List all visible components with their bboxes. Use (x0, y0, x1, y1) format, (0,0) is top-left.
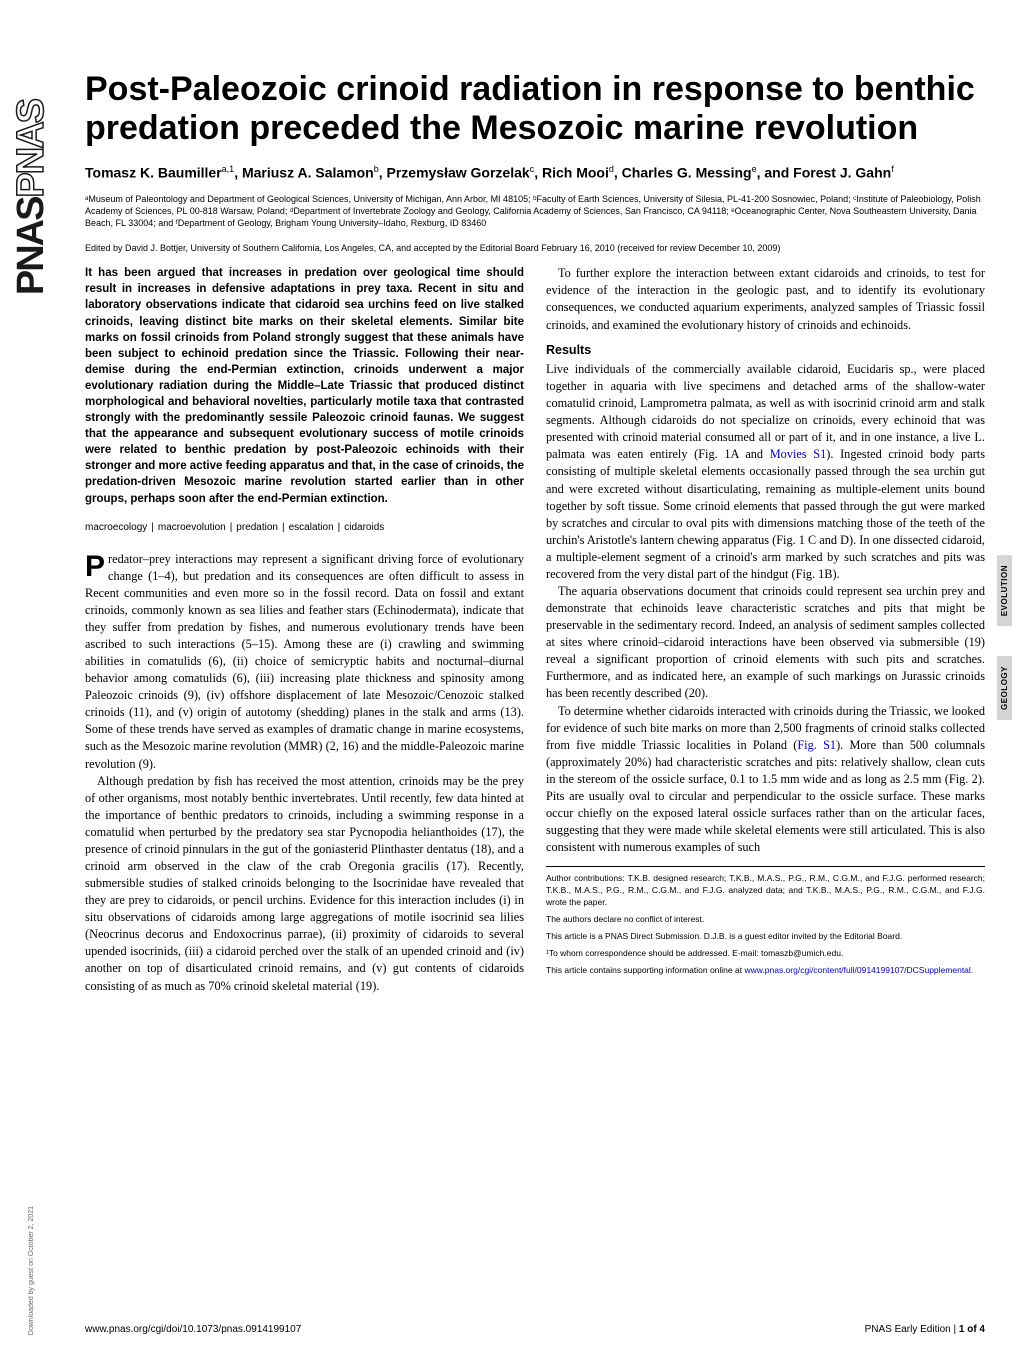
article-content: Post-Paleozoic crinoid radiation in resp… (85, 70, 985, 1365)
dropcap: P (85, 551, 108, 580)
left-column: It has been argued that increases in pre… (85, 265, 524, 994)
keyword-4: escalation (289, 522, 334, 533)
results-para-1b: ). Ingested crinoid body parts consistin… (546, 447, 985, 581)
conflict-statement: The authors declare no conflict of inter… (546, 914, 985, 926)
author-6-sup: f (891, 164, 894, 174)
pnas-logo: PNASPNAS (10, 100, 53, 295)
right-column: To further explore the interaction betwe… (546, 265, 985, 994)
authors-line: Tomasz K. Baumillera,1, Mariusz A. Salam… (85, 164, 985, 181)
intro-para-1-text: redator–prey interactions may represent … (85, 552, 524, 771)
footer-right: PNAS Early Edition | 1 of 4 (865, 1324, 985, 1335)
supp-text-a: This article contains supporting informa… (546, 965, 744, 975)
edited-line: Edited by David J. Bottjer, University o… (85, 243, 985, 253)
author-contributions: Author contributions: T.K.B. designed re… (546, 873, 985, 909)
supplemental-link[interactable]: www.pnas.org/cgi/content/full/0914199107… (744, 965, 970, 975)
keyword-5: cidaroids (344, 522, 384, 533)
side-tag-geology: GEOLOGY (997, 656, 1012, 720)
article-title: Post-Paleozoic crinoid radiation in resp… (85, 70, 985, 148)
author-2: , Mariusz A. Salamon (234, 165, 374, 181)
author-1-sup: a,1 (222, 164, 235, 174)
abstract: It has been argued that increases in pre… (85, 265, 524, 506)
author-4: , Rich Mooi (534, 165, 609, 181)
movies-s1-link[interactable]: Movies S1 (770, 447, 827, 461)
two-column-body: It has been argued that increases in pre… (85, 265, 985, 994)
intro-para-2: Although predation by fish has received … (85, 773, 524, 995)
intro-para-1: Predator–prey interactions may represent… (85, 551, 524, 773)
keyword-1: macroecology (85, 522, 147, 533)
results-para-1: Live individuals of the commercially ava… (546, 361, 985, 583)
keyword-3: predation (236, 522, 278, 533)
results-para-2: The aquaria observations document that c… (546, 583, 985, 703)
keywords: macroecology|macroevolution|predation|es… (85, 521, 524, 535)
author-1: Tomasz K. Baumiller (85, 165, 222, 181)
supp-text-b: . (971, 965, 973, 975)
results-para-3b: ). More than 500 columnals (approximatel… (546, 738, 985, 854)
intro-para-3: To further explore the interaction betwe… (546, 265, 985, 333)
page-footer: www.pnas.org/cgi/doi/10.1073/pnas.091419… (85, 1324, 985, 1335)
affiliations: ᵃMuseum of Paleontology and Department o… (85, 193, 985, 229)
direct-submission: This article is a PNAS Direct Submission… (546, 931, 985, 943)
download-note: Downloaded by guest on October 2, 2021 (28, 1206, 35, 1335)
results-heading: Results (546, 342, 985, 359)
footer-edition: PNAS Early Edition (865, 1324, 951, 1335)
footer-doi: www.pnas.org/cgi/doi/10.1073/pnas.091419… (85, 1324, 301, 1335)
pnas-logo-solid: PNAS (10, 198, 52, 296)
footer-page: 1 of 4 (959, 1324, 985, 1335)
pnas-logo-outline: PNAS (10, 100, 52, 198)
author-6: , and Forest J. Gahn (757, 165, 892, 181)
fig-s1-link[interactable]: Fig. S1 (797, 738, 836, 752)
author-5: , Charles G. Messing (614, 165, 752, 181)
supporting-info: This article contains supporting informa… (546, 965, 985, 977)
correspondence: ¹To whom correspondence should be addres… (546, 948, 985, 960)
keyword-2: macroevolution (158, 522, 226, 533)
results-para-3: To determine whether cidaroids interacte… (546, 703, 985, 857)
footnotes-block: Author contributions: T.K.B. designed re… (546, 866, 985, 976)
footer-sep: | (951, 1324, 959, 1335)
author-3: , Przemysław Gorzelak (379, 165, 530, 181)
side-tag-evolution: EVOLUTION (997, 555, 1012, 626)
side-category-tags: EVOLUTION GEOLOGY (997, 555, 1012, 750)
